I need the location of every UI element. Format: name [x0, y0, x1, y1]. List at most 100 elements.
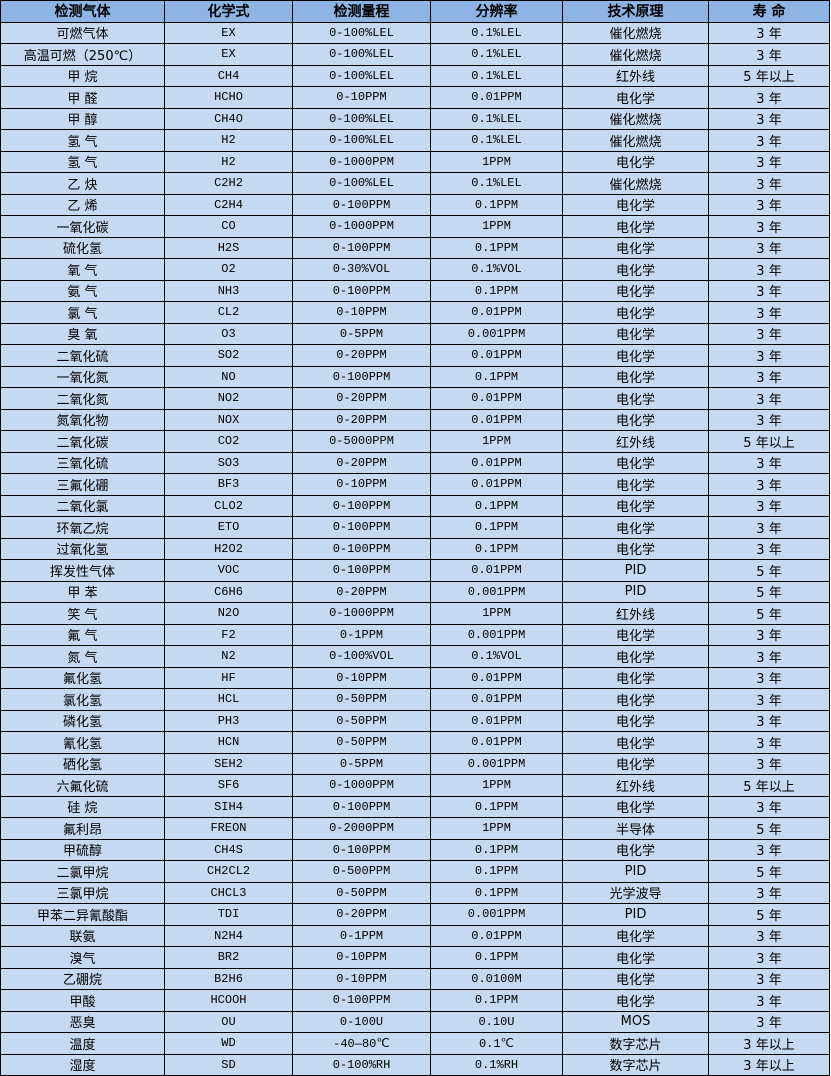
- cell-lifespan: 3 年: [708, 537, 830, 560]
- cell-range: 0-100PPM: [292, 516, 431, 539]
- cell-lifespan: 3 年: [708, 193, 830, 216]
- cell-gas-name: 溴气: [0, 946, 165, 969]
- cell-resolution: 0.01PPM: [430, 709, 563, 732]
- cell-resolution: 0.01PPM: [430, 924, 563, 947]
- cell-gas-name: 氮 气: [0, 645, 165, 668]
- cell-principle: 电化学: [562, 752, 709, 775]
- cell-range: 0-20PPM: [292, 580, 431, 603]
- cell-formula: CHCL3: [164, 881, 293, 904]
- cell-formula: C2H2: [164, 172, 293, 195]
- cell-range: 0-100%VOL: [292, 645, 431, 668]
- cell-resolution: 0.1%LEL: [430, 129, 563, 152]
- cell-principle: 电化学: [562, 387, 709, 410]
- cell-formula: SO3: [164, 451, 293, 474]
- cell-lifespan: 3 年: [708, 1010, 830, 1033]
- cell-gas-name: 氢 气: [0, 150, 165, 173]
- table-row: 乙 炔 C2H2 0-100%LEL 0.1%LEL 催化燃烧 3 年: [0, 172, 830, 195]
- cell-gas-name: 氰化氢: [0, 731, 165, 754]
- cell-range: 0-100%LEL: [292, 64, 431, 87]
- table-row: 氢 气 H2 0-100%LEL 0.1%LEL 催化燃烧 3 年: [0, 129, 830, 152]
- cell-principle: 电化学: [562, 516, 709, 539]
- cell-lifespan: 5 年: [708, 602, 830, 625]
- cell-lifespan: 3 年: [708, 709, 830, 732]
- cell-gas-name: 甲硫醇: [0, 838, 165, 861]
- table-row: 可燃气体 EX 0-100%LEL 0.1%LEL 催化燃烧 3 年: [0, 21, 830, 44]
- cell-principle: PID: [562, 860, 709, 883]
- table-row: 氨 气 NH3 0-100PPM 0.1PPM 电化学 3 年: [0, 279, 830, 302]
- cell-range: 0-5000PPM: [292, 430, 431, 453]
- cell-gas-name: 二氯甲烷: [0, 860, 165, 883]
- cell-principle: 电化学: [562, 967, 709, 990]
- cell-resolution: 1PPM: [430, 215, 563, 238]
- header-gas: 检测气体: [0, 0, 165, 23]
- cell-resolution: 0.001PPM: [430, 623, 563, 646]
- cell-resolution: 0.0100M: [430, 967, 563, 990]
- cell-range: 0-100PPM: [292, 559, 431, 582]
- cell-resolution: 1PPM: [430, 817, 563, 840]
- cell-gas-name: 过氧化氢: [0, 537, 165, 560]
- cell-resolution: 0.01PPM: [430, 86, 563, 109]
- cell-principle: 电化学: [562, 795, 709, 818]
- table-row: 笑 气 N2O 0-1000PPM 1PPM 红外线 5 年: [0, 602, 830, 625]
- table-row: 氯 气 CL2 0-10PPM 0.01PPM 电化学 3 年: [0, 301, 830, 324]
- cell-lifespan: 3 年: [708, 365, 830, 388]
- cell-range: 0-20PPM: [292, 387, 431, 410]
- table-row: 氰化氢 HCN 0-50PPM 0.01PPM 电化学 3 年: [0, 731, 830, 754]
- cell-formula: HF: [164, 666, 293, 689]
- cell-principle: 电化学: [562, 709, 709, 732]
- cell-resolution: 0.1%LEL: [430, 43, 563, 66]
- cell-lifespan: 5 年: [708, 817, 830, 840]
- table-row: 乙 烯 C2H4 0-100PPM 0.1PPM 电化学 3 年: [0, 193, 830, 216]
- cell-gas-name: 甲酸: [0, 989, 165, 1012]
- cell-gas-name: 恶臭: [0, 1010, 165, 1033]
- cell-formula: SF6: [164, 774, 293, 797]
- cell-lifespan: 5 年: [708, 559, 830, 582]
- cell-formula: CH4: [164, 64, 293, 87]
- table-row: 硒化氢 SEH2 0-5PPM 0.001PPM 电化学 3 年: [0, 752, 830, 775]
- cell-lifespan: 3 年: [708, 752, 830, 775]
- cell-lifespan: 3 年: [708, 43, 830, 66]
- cell-principle: 电化学: [562, 688, 709, 711]
- cell-formula: BF3: [164, 473, 293, 496]
- cell-principle: PID: [562, 580, 709, 603]
- cell-principle: 电化学: [562, 623, 709, 646]
- cell-principle: 红外线: [562, 430, 709, 453]
- table-row: 溴气 BR2 0-10PPM 0.1PPM 电化学 3 年: [0, 946, 830, 969]
- table-row: 甲苯二异氰酸酯 TDI 0-20PPM 0.001PPM PID 5 年: [0, 903, 830, 926]
- cell-resolution: 0.1PPM: [430, 279, 563, 302]
- table-row: 湿度 SD 0-100%RH 0.1%RH 数字芯片 3 年以上: [0, 1053, 830, 1076]
- cell-gas-name: 硅 烷: [0, 795, 165, 818]
- cell-gas-name: 氢 气: [0, 129, 165, 152]
- cell-resolution: 1PPM: [430, 150, 563, 173]
- table-row: 甲 醛 HCHO 0-10PPM 0.01PPM 电化学 3 年: [0, 86, 830, 109]
- cell-resolution: 0.01PPM: [430, 408, 563, 431]
- cell-formula: WD: [164, 1032, 293, 1055]
- cell-range: 0-100%LEL: [292, 129, 431, 152]
- cell-range: 0-10PPM: [292, 967, 431, 990]
- cell-principle: 电化学: [562, 322, 709, 345]
- cell-range: 0-5PPM: [292, 322, 431, 345]
- cell-principle: 电化学: [562, 365, 709, 388]
- cell-resolution: 1PPM: [430, 602, 563, 625]
- cell-range: 0-100PPM: [292, 989, 431, 1012]
- table-row: 甲 烷 CH4 0-100%LEL 0.1%LEL 红外线 5 年以上: [0, 64, 830, 87]
- cell-lifespan: 5 年: [708, 903, 830, 926]
- cell-lifespan: 3 年: [708, 21, 830, 44]
- header-row: 检测气体 化学式 检测量程 分辨率 技术原理 寿 命: [0, 0, 830, 23]
- cell-range: 0-100PPM: [292, 838, 431, 861]
- cell-principle: 电化学: [562, 645, 709, 668]
- cell-gas-name: 乙硼烷: [0, 967, 165, 990]
- cell-gas-name: 甲 醇: [0, 107, 165, 130]
- cell-gas-name: 可燃气体: [0, 21, 165, 44]
- cell-gas-name: 磷化氢: [0, 709, 165, 732]
- cell-formula: NO: [164, 365, 293, 388]
- cell-gas-name: 挥发性气体: [0, 559, 165, 582]
- cell-resolution: 0.1PPM: [430, 795, 563, 818]
- cell-resolution: 0.1PPM: [430, 838, 563, 861]
- cell-gas-name: 一氧化碳: [0, 215, 165, 238]
- cell-gas-name: 甲 醛: [0, 86, 165, 109]
- cell-gas-name: 乙 炔: [0, 172, 165, 195]
- cell-range: 0-1000PPM: [292, 150, 431, 173]
- cell-lifespan: 3 年: [708, 215, 830, 238]
- table-row: 过氧化氢 H2O2 0-100PPM 0.1PPM 电化学 3 年: [0, 537, 830, 560]
